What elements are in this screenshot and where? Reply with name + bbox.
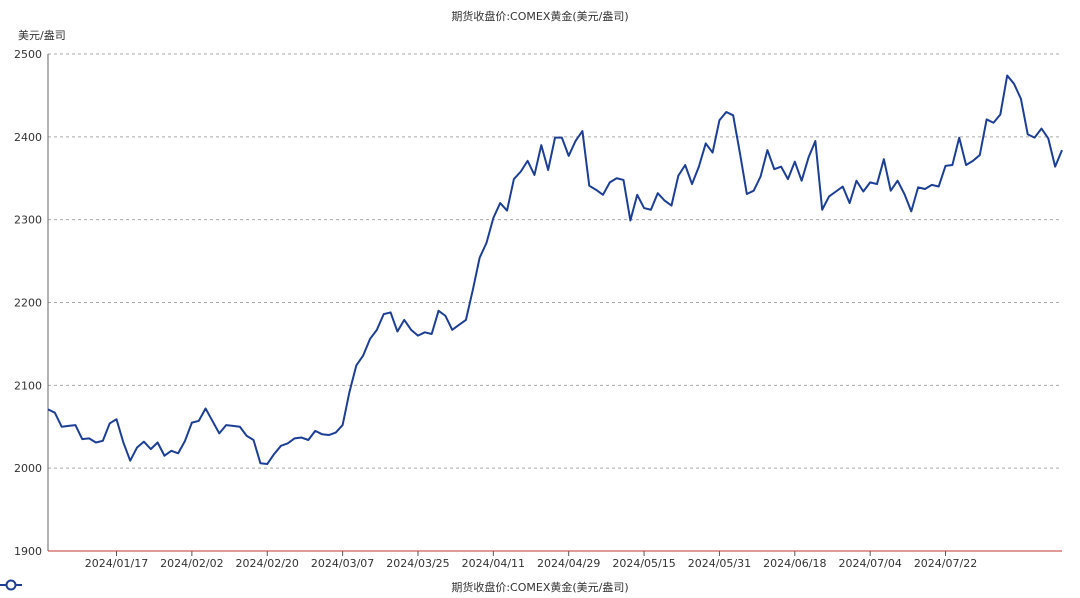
y-tick-label: 2500 xyxy=(14,48,42,61)
series-line xyxy=(47,74,1063,466)
x-tick-label: 2024/01/17 xyxy=(85,557,148,570)
y-tick-label: 1900 xyxy=(14,545,42,558)
x-axis-ticks: 2024/01/17 2024/02/02 2024/02/20 2024/03/07… xyxy=(85,551,977,570)
y-tick-label: 2100 xyxy=(14,379,42,392)
x-tick-label: 2024/06/18 xyxy=(763,557,826,570)
y-tick-label: 2400 xyxy=(14,131,42,144)
x-tick-label: 2024/03/07 xyxy=(311,557,374,570)
legend-marker-icon xyxy=(0,579,22,591)
y-axis-ticks: 1900 2000 2100 2200 2300 2400 2500 xyxy=(14,48,42,558)
y-tick-label: 2000 xyxy=(14,462,42,475)
x-tick-label: 2024/05/15 xyxy=(612,557,675,570)
x-tick-label: 2024/02/20 xyxy=(236,557,299,570)
x-tick-label: 2024/07/22 xyxy=(914,557,977,570)
y-tick-label: 2300 xyxy=(14,214,42,227)
legend-label: 期货收盘价:COMEX黄金(美元/盎司) xyxy=(451,581,629,594)
x-tick-label: 2024/03/25 xyxy=(386,557,449,570)
y-axis-unit-label: 美元/盎司 xyxy=(18,29,66,42)
chart-title: 期货收盘价:COMEX黄金(美元/盎司) xyxy=(451,10,629,23)
y-tick-label: 2200 xyxy=(14,297,42,310)
gridlines xyxy=(48,53,1062,469)
x-tick-label: 2024/02/02 xyxy=(160,557,223,570)
x-tick-label: 2024/05/31 xyxy=(688,557,751,570)
x-tick-label: 2024/04/29 xyxy=(537,557,600,570)
x-tick-label: 2024/04/11 xyxy=(462,557,525,570)
x-tick-label: 2024/07/04 xyxy=(838,557,901,570)
legend[interactable]: 期货收盘价:COMEX黄金(美元/盎司) xyxy=(0,579,1080,595)
